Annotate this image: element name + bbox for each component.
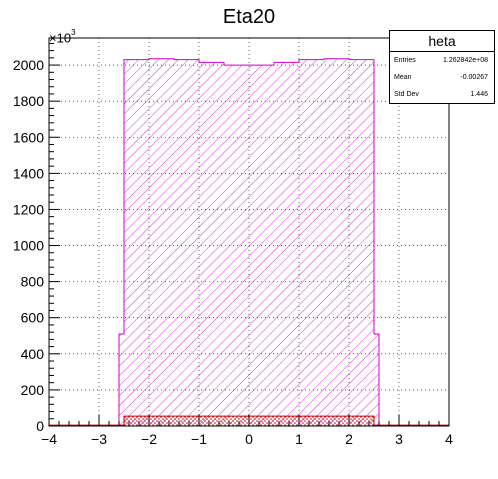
y-tick-label: 1800 [13, 93, 44, 109]
x-tick-label: 3 [395, 431, 403, 447]
x-tick-label: 2 [345, 431, 353, 447]
stats-name: heta [390, 31, 494, 52]
x-tick-label: −2 [141, 431, 157, 447]
stats-value: -0.00267 [460, 74, 488, 81]
histogram-bin [249, 65, 274, 427]
y-axis: 0 200 400 600 800 1000 1200 1400 1600 1800 2000 [13, 42, 60, 434]
y-tick-label: 200 [21, 382, 45, 398]
multiplier-base: ×10 [49, 30, 72, 46]
histogram-bin [124, 59, 149, 426]
stats-value: 1.262842e+08 [443, 57, 488, 64]
y-tick-label: 0 [36, 418, 44, 434]
histogram-bin [224, 65, 249, 427]
histogram-bin [119, 333, 124, 426]
x-tick-label: −3 [91, 431, 107, 447]
y-tick-label: 1600 [13, 129, 44, 145]
histogram-bin [174, 59, 199, 426]
y-tick-label: 1400 [13, 165, 44, 181]
y-tick-label: 2000 [13, 57, 44, 73]
chart-title: Eta20 [222, 6, 276, 28]
x-tick-label: −4 [41, 431, 57, 447]
stats-box: heta Entries 1.262842e+08 Mean -0.00267 … [389, 30, 495, 104]
multiplier-exponent: 3 [71, 28, 76, 37]
stats-row-entries: Entries 1.262842e+08 [390, 52, 494, 69]
x-tick-label: −1 [191, 431, 207, 447]
histogram-bin [299, 59, 324, 426]
stats-row-mean: Mean -0.00267 [390, 69, 494, 86]
histogram-bin [374, 333, 379, 426]
stats-label: Mean [394, 74, 412, 81]
stats-value: 1.446 [470, 91, 488, 98]
y-tick-label: 800 [21, 274, 45, 290]
y-tick-label: 1000 [13, 238, 44, 254]
histogram-bin [199, 62, 224, 426]
histogram-bin [324, 58, 349, 427]
stats-label: Std Dev [394, 91, 419, 98]
stats-label: Entries [394, 57, 416, 64]
histogram-bars [48, 58, 450, 427]
histogram-outline [118, 58, 380, 426]
x-tick-label: 1 [295, 431, 303, 447]
x-axis: −4 −3 −2 −1 0 1 2 3 4 [41, 415, 453, 447]
y-tick-label: 400 [21, 346, 45, 362]
histogram-bin [149, 58, 174, 427]
stats-row-stddev: Std Dev 1.446 [390, 86, 494, 103]
y-tick-label: 600 [21, 310, 45, 326]
x-tick-label: 0 [245, 431, 253, 447]
histogram-bin [274, 62, 299, 426]
y-tick-label: 1200 [13, 201, 44, 217]
x-tick-label: 4 [445, 431, 453, 447]
histogram-bin [349, 59, 374, 426]
y-axis-multiplier: ×103 [49, 28, 76, 46]
